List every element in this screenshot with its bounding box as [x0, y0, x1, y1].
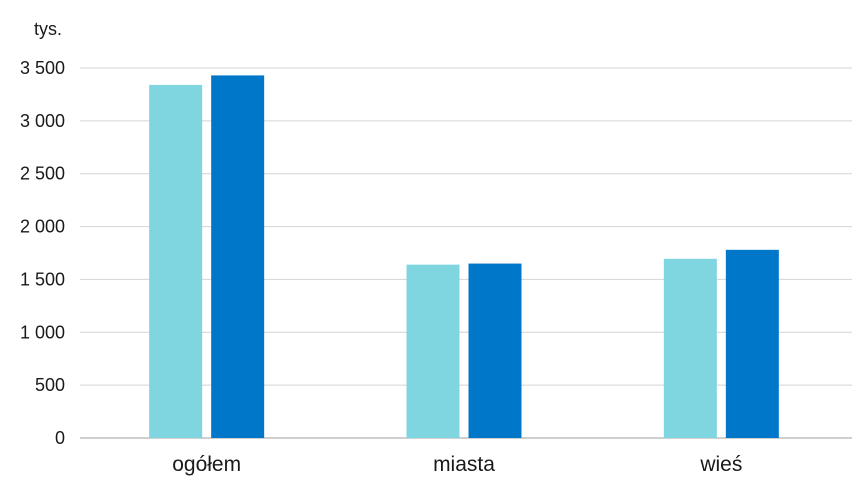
y-tick-label: 3 000 [20, 111, 65, 131]
y-axis-unit-label: tys. [34, 19, 62, 39]
y-tick-label: 0 [55, 428, 65, 448]
bars [149, 75, 779, 439]
gridlines [80, 67, 852, 439]
y-tick-label: 2 500 [20, 164, 65, 184]
bar-1-series-0 [406, 264, 460, 438]
y-tick-label: 1 000 [20, 322, 65, 342]
bar-0-series-1 [211, 75, 265, 439]
y-tick-label: 1 500 [20, 269, 65, 289]
bar-1-series-1 [468, 263, 522, 438]
x-category-label: ogółem [172, 453, 241, 476]
bar-2-series-1 [725, 249, 779, 438]
bar-2-series-0 [663, 258, 717, 438]
y-tick-label: 3 500 [20, 58, 65, 78]
y-tick-label: 2 000 [20, 217, 65, 237]
x-category-label: wieś [699, 453, 742, 476]
bar-0-series-0 [149, 84, 203, 439]
y-tick-label: 500 [35, 375, 65, 395]
y-axis-tick-labels: 0 500 1 000 1 500 2 000 2 500 3 000 3 500 [20, 58, 65, 448]
x-axis-category-labels: ogółem miasta wieś [172, 453, 742, 476]
x-category-label: miasta [433, 453, 495, 476]
